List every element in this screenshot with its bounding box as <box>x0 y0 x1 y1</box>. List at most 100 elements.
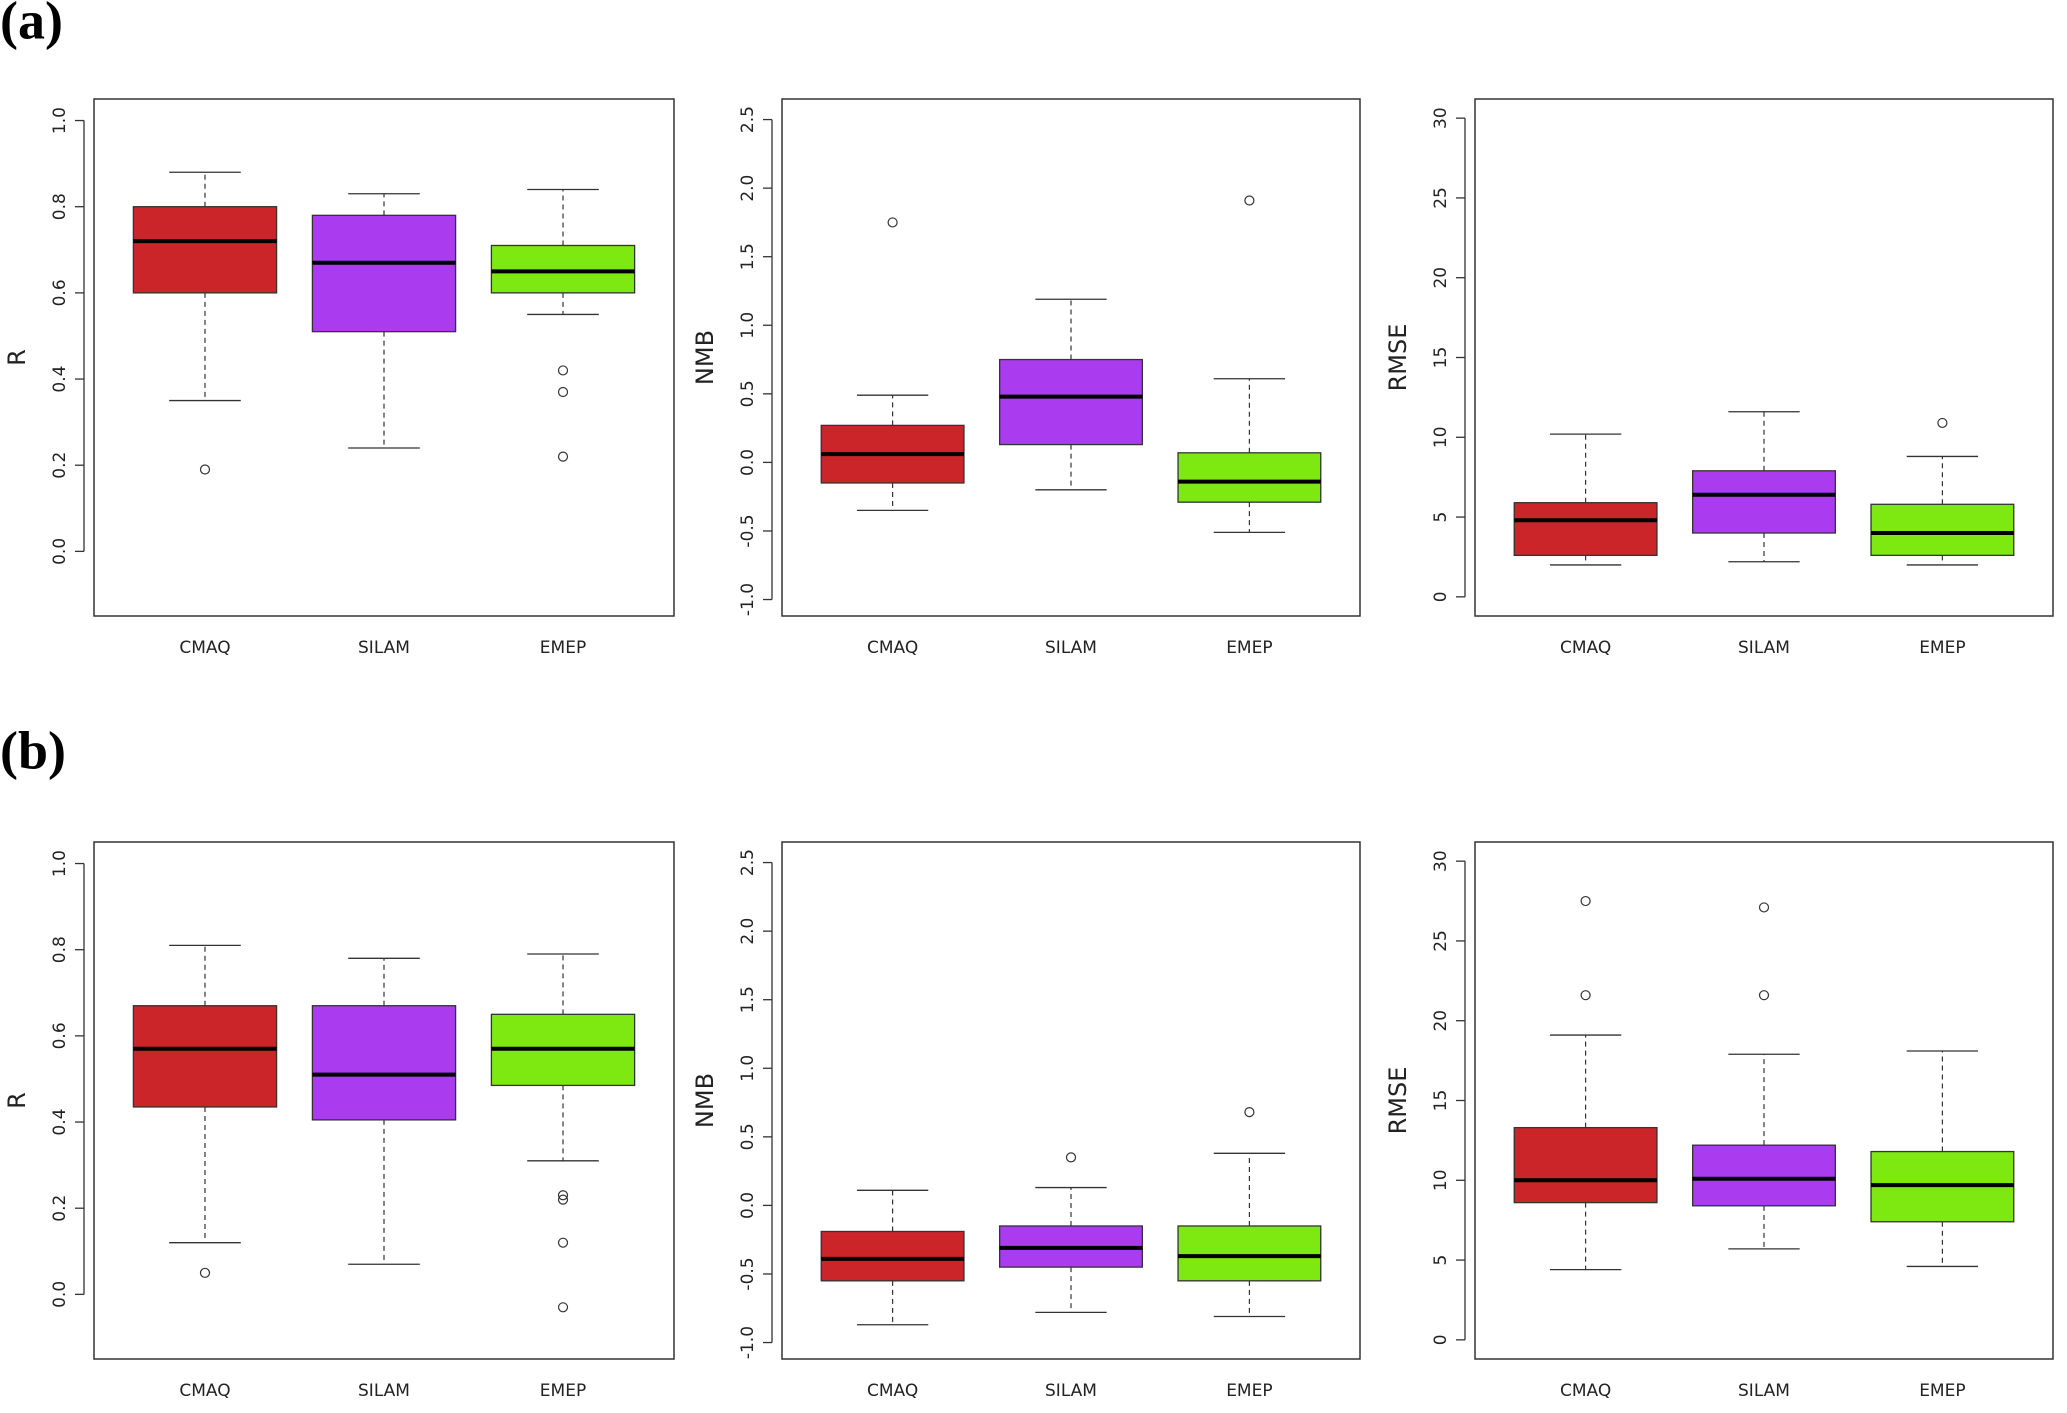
y-tick-label: 0.0 <box>50 538 70 565</box>
y-tick-label: -1.0 <box>738 583 758 616</box>
y-tick-label: 10 <box>1431 426 1451 448</box>
y-tick-label: 30 <box>1431 850 1451 872</box>
x-tick-label: CMAQ <box>867 638 918 658</box>
y-axis-label: NMB <box>691 1073 719 1128</box>
y-tick-label: -1.0 <box>738 1326 758 1359</box>
outlier <box>887 217 898 228</box>
x-tick-label: CMAQ <box>179 1381 230 1401</box>
plot-frame <box>781 841 1361 1360</box>
y-tick-label: 10 <box>1431 1169 1451 1191</box>
x-tick-label: EMEP <box>540 638 586 658</box>
y-tick-label: 0.8 <box>50 193 70 220</box>
y-axis-label: NMB <box>691 330 719 385</box>
box <box>1691 470 1837 534</box>
outlier <box>1580 895 1591 907</box>
x-tick-label: EMEP <box>1226 1381 1272 1401</box>
y-tick-label: 25 <box>1431 930 1451 952</box>
y-tick-label: 2.0 <box>738 175 758 202</box>
box <box>1513 502 1658 557</box>
y-tick-label: 15 <box>1431 347 1451 369</box>
box <box>1177 452 1322 503</box>
y-tick-label: 0.5 <box>738 380 758 407</box>
box <box>490 244 636 294</box>
x-tick-label: SILAM <box>358 638 410 658</box>
y-tick-label: 20 <box>1431 267 1451 289</box>
y-tick-label: -0.5 <box>738 1257 758 1290</box>
y-tick-label: 0.0 <box>50 1281 70 1308</box>
x-tick-label: EMEP <box>1919 638 1965 658</box>
y-tick-label: 0.2 <box>50 1195 70 1222</box>
panel-label: (b) <box>0 720 66 780</box>
outlier <box>1065 1152 1077 1163</box>
y-axis-label: RMSE <box>1384 1067 1412 1135</box>
y-tick-label: 0.0 <box>738 449 758 476</box>
y-tick-label: 5 <box>1431 1255 1451 1266</box>
y-tick-label: 25 <box>1431 187 1451 209</box>
x-tick-label: CMAQ <box>179 638 230 658</box>
outlier <box>557 365 569 376</box>
outlier <box>1244 1107 1255 1118</box>
y-tick-label: 0.6 <box>50 279 70 306</box>
box <box>311 214 457 333</box>
y-tick-label: 2.5 <box>738 106 758 133</box>
box <box>311 1005 457 1121</box>
y-tick-label: 20 <box>1431 1010 1451 1032</box>
outlier <box>557 1190 569 1201</box>
y-tick-label: 1.0 <box>738 312 758 339</box>
y-tick-label: 2.5 <box>738 849 758 876</box>
x-tick-label: SILAM <box>1045 1381 1097 1401</box>
x-tick-label: SILAM <box>358 1381 410 1401</box>
x-tick-label: CMAQ <box>1560 1381 1611 1401</box>
outlier <box>557 386 569 398</box>
y-tick-label: 2.0 <box>738 918 758 945</box>
box <box>998 358 1144 446</box>
y-tick-label: 0.2 <box>50 452 70 479</box>
outlier <box>557 1302 569 1313</box>
y-tick-label: 0.6 <box>50 1022 70 1049</box>
outlier <box>199 464 211 475</box>
y-tick-label: 15 <box>1431 1090 1451 1112</box>
plot-frame <box>1474 98 2054 617</box>
y-tick-label: 0 <box>1431 591 1451 602</box>
outlier <box>1758 902 1770 913</box>
outlier <box>1244 195 1255 206</box>
box <box>132 1005 278 1108</box>
outlier <box>1580 990 1591 1001</box>
x-tick-label: EMEP <box>1919 1381 1965 1401</box>
x-tick-label: EMEP <box>1226 638 1272 658</box>
panel-label: (a) <box>0 0 63 50</box>
outlier <box>557 451 569 462</box>
outlier <box>1937 417 1948 429</box>
x-tick-label: SILAM <box>1738 1381 1790 1401</box>
plot-frame <box>781 98 1361 617</box>
box <box>1691 1144 1837 1207</box>
y-tick-label: 1.0 <box>50 107 70 134</box>
y-tick-label: 0.5 <box>738 1123 758 1150</box>
y-axis-label: RMSE <box>1384 324 1412 392</box>
plot-frame <box>93 98 675 617</box>
box <box>1513 1126 1658 1204</box>
outlier <box>199 1267 211 1278</box>
plot-frame <box>1474 841 2054 1360</box>
outlier <box>557 1237 569 1248</box>
y-axis-label: R <box>3 349 31 366</box>
x-tick-label: CMAQ <box>867 1381 918 1401</box>
outlier <box>557 1194 569 1205</box>
y-tick-label: 1.5 <box>738 986 758 1013</box>
plot-frame <box>93 841 675 1360</box>
y-tick-label: 1.0 <box>50 850 70 877</box>
y-tick-label: 1.0 <box>738 1055 758 1082</box>
outlier <box>1758 990 1770 1001</box>
x-tick-label: SILAM <box>1045 638 1097 658</box>
box <box>820 1230 965 1282</box>
box <box>1870 503 2015 557</box>
y-tick-label: -0.5 <box>738 514 758 547</box>
y-tick-label: 0.0 <box>738 1192 758 1219</box>
x-tick-label: SILAM <box>1738 638 1790 658</box>
y-axis-label: R <box>3 1092 31 1109</box>
y-tick-label: 0.8 <box>50 936 70 963</box>
y-tick-label: 0.4 <box>50 1109 70 1136</box>
y-tick-label: 0.4 <box>50 366 70 393</box>
box <box>1177 1225 1322 1282</box>
